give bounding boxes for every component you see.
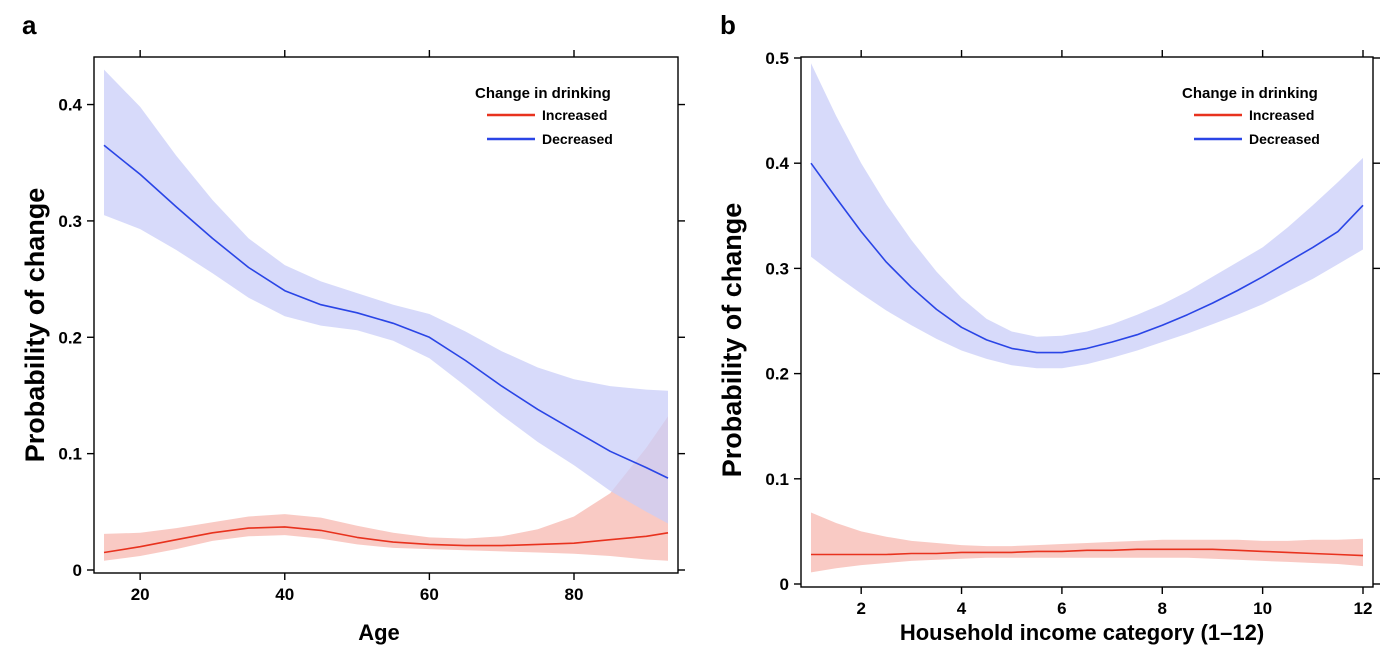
axes: 20 40 60 80 0 0.1 0.2 0.3 0.4 bbox=[58, 50, 685, 604]
y-tick-label: 0.5 bbox=[765, 49, 789, 68]
confidence-bands bbox=[104, 69, 668, 561]
series-line-decreased bbox=[810, 162, 1364, 354]
axes: 2 4 6 8 10 12 0 0.1 0.2 0.3 0.4 0.5 bbox=[765, 49, 1380, 618]
panel-b: b Probability of change Household income… bbox=[717, 10, 1380, 645]
x-tick-label: 12 bbox=[1354, 599, 1373, 618]
panel-letter: b bbox=[720, 10, 736, 40]
series-line-decreased bbox=[103, 144, 669, 479]
y-tick-label: 0.3 bbox=[765, 259, 789, 278]
legend-label-increased: Increased bbox=[1249, 107, 1314, 123]
x-tick-label: 80 bbox=[565, 585, 584, 604]
x-tick-label: 6 bbox=[1057, 599, 1066, 618]
plot-frame bbox=[800, 56, 1374, 588]
x-tick-label: 60 bbox=[420, 585, 439, 604]
legend: Change in drinking Increased Decreased bbox=[1182, 85, 1320, 147]
y-tick-label: 0.3 bbox=[58, 212, 82, 231]
y-tick-label: 0 bbox=[73, 561, 82, 580]
panel-a: a Probability of change Age 20 40 60 80 0 0.1… bbox=[20, 10, 685, 645]
y-tick-label: 0.2 bbox=[765, 365, 789, 384]
legend-label-decreased: Decreased bbox=[1249, 131, 1320, 147]
legend-label-increased: Increased bbox=[542, 107, 607, 123]
ci-band-increased bbox=[811, 512, 1363, 573]
series-lines bbox=[103, 144, 669, 554]
legend-title: Change in drinking bbox=[475, 85, 611, 102]
y-axis-label: Probability of change bbox=[717, 203, 747, 478]
y-tick-label: 0.1 bbox=[765, 470, 789, 489]
x-tick-label: 2 bbox=[856, 599, 865, 618]
series-lines bbox=[810, 162, 1364, 557]
series-line-increased bbox=[103, 526, 669, 554]
x-axis-label: Age bbox=[358, 620, 400, 645]
legend: Change in drinking Increased Decreased bbox=[475, 85, 613, 147]
ci-band-decreased bbox=[104, 69, 668, 524]
legend-title: Change in drinking bbox=[1182, 85, 1318, 102]
y-tick-label: 0.2 bbox=[58, 328, 82, 347]
y-tick-label: 0.4 bbox=[765, 154, 789, 173]
y-tick-label: 0 bbox=[780, 575, 789, 594]
x-tick-label: 4 bbox=[957, 599, 967, 618]
x-tick-label: 20 bbox=[131, 585, 150, 604]
x-tick-label: 10 bbox=[1253, 599, 1272, 618]
y-tick-label: 0.4 bbox=[58, 96, 82, 115]
series-line-increased bbox=[811, 548, 1364, 557]
panel-letter: a bbox=[22, 10, 37, 40]
x-tick-label: 40 bbox=[275, 585, 294, 604]
y-tick-label: 0.1 bbox=[58, 445, 82, 464]
y-axis-label: Probability of change bbox=[20, 188, 50, 463]
ci-band-decreased bbox=[811, 63, 1363, 369]
confidence-bands bbox=[811, 63, 1363, 573]
plot-frame bbox=[93, 56, 679, 574]
x-axis-label: Household income category (1–12) bbox=[900, 620, 1264, 645]
x-tick-label: 8 bbox=[1158, 599, 1167, 618]
ci-band-increased bbox=[104, 416, 668, 561]
legend-label-decreased: Decreased bbox=[542, 131, 613, 147]
